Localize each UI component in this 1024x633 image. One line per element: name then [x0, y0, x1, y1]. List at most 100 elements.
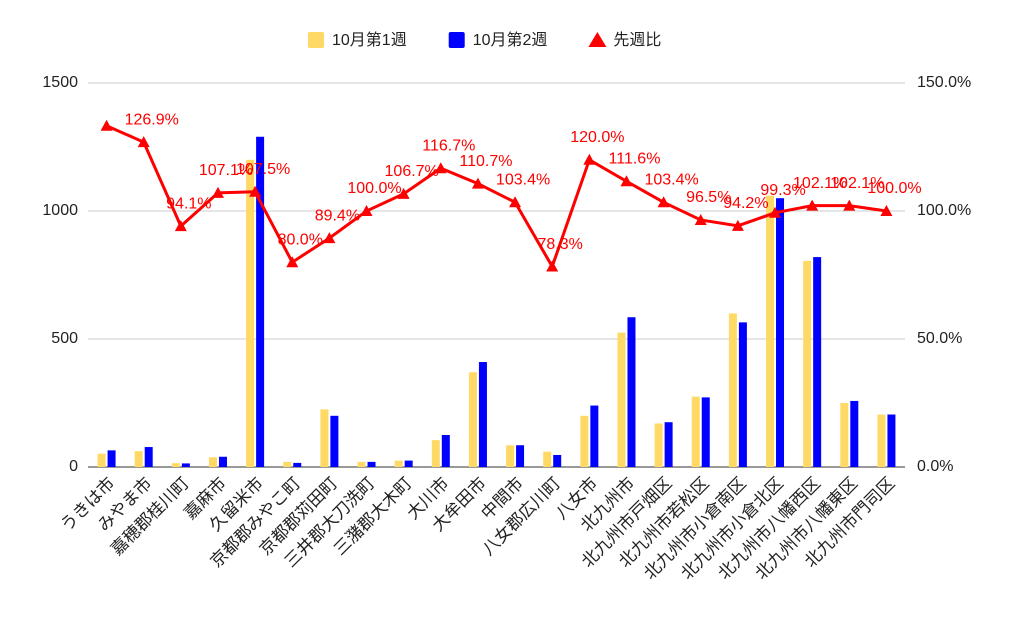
bar — [367, 461, 376, 467]
y2-tick-label: 0.0% — [917, 458, 953, 475]
bar — [330, 415, 339, 467]
line-marker — [137, 136, 150, 148]
bar — [134, 451, 143, 467]
bar — [208, 457, 217, 467]
y-tick-label: 500 — [51, 330, 78, 347]
bar — [590, 405, 599, 467]
data-label: 100.0% — [347, 180, 401, 197]
bar — [553, 454, 562, 467]
line-marker — [434, 162, 447, 174]
bar — [516, 445, 525, 467]
line-marker — [100, 119, 113, 131]
line-marker — [323, 232, 336, 244]
legend-marker — [448, 32, 465, 48]
bar — [850, 400, 859, 467]
bar — [887, 414, 896, 467]
bar — [320, 409, 329, 467]
bar — [144, 447, 153, 467]
bar — [691, 396, 700, 467]
legend-label: 先週比 — [613, 31, 661, 49]
bar — [97, 453, 106, 467]
data-label: 94.1% — [166, 195, 211, 212]
line-marker — [509, 196, 522, 208]
data-label: 80.0% — [278, 231, 323, 248]
data-label: 107.1% — [199, 162, 253, 179]
bar — [107, 450, 116, 467]
data-label: 94.2% — [723, 195, 768, 212]
bar — [181, 463, 190, 467]
bar — [256, 136, 265, 467]
bar — [404, 460, 413, 467]
data-label: 120.0% — [570, 129, 624, 146]
line-marker — [174, 220, 187, 232]
y2-tick-label: 150.0% — [917, 74, 971, 91]
line-marker — [546, 260, 559, 272]
line-marker — [843, 199, 856, 211]
bar — [664, 422, 673, 467]
bar — [580, 415, 589, 467]
bar — [728, 313, 737, 467]
data-label: 100.0% — [867, 180, 921, 197]
data-label: 89.4% — [315, 207, 360, 224]
line-marker — [694, 213, 707, 225]
data-label: 103.4% — [644, 172, 698, 189]
line — [105, 124, 887, 271]
data-label: 99.3% — [760, 182, 805, 199]
data-label: 126.9% — [125, 111, 179, 128]
bar — [803, 260, 812, 467]
bar — [283, 461, 292, 467]
data-label: 96.5% — [686, 189, 731, 206]
data-label: 102.1% — [830, 175, 884, 192]
bar — [776, 198, 785, 467]
line-marker — [397, 187, 410, 199]
line-marker — [620, 175, 633, 187]
line-marker — [249, 185, 262, 197]
y-tick-label: 1000 — [42, 202, 78, 219]
bar — [441, 435, 450, 467]
bar — [431, 440, 440, 467]
bar — [293, 462, 302, 467]
data-label: 103.4% — [496, 172, 550, 189]
line-marker — [769, 206, 782, 218]
bar — [627, 317, 636, 467]
line-marker — [211, 186, 224, 198]
data-label: 116.7% — [422, 137, 475, 154]
bar — [468, 372, 477, 467]
y2-tick-label: 100.0% — [917, 202, 971, 219]
line-marker — [657, 196, 670, 208]
bar — [738, 322, 747, 467]
line-marker — [583, 153, 596, 165]
bar — [654, 423, 663, 467]
bar — [394, 460, 403, 467]
legend-label: 10月第1週 — [332, 31, 407, 49]
bar — [701, 397, 710, 467]
bar — [246, 159, 255, 468]
bar — [617, 332, 626, 467]
line-marker — [806, 199, 819, 211]
bar — [813, 257, 822, 467]
legend-marker — [588, 32, 607, 47]
data-label: 107.5% — [236, 161, 290, 178]
line-marker — [471, 177, 484, 189]
bar — [840, 403, 849, 467]
y2-tick-label: 50.0% — [917, 330, 962, 347]
bar — [478, 362, 487, 467]
line-marker — [880, 205, 893, 216]
data-label: 78.3% — [538, 236, 583, 253]
bar — [218, 456, 227, 467]
legend-marker — [308, 32, 324, 48]
bar — [877, 414, 886, 467]
bar — [171, 463, 180, 467]
line-marker — [731, 219, 744, 231]
line-marker — [286, 256, 299, 268]
data-label: 110.7% — [459, 153, 512, 170]
data-label: 111.6% — [609, 151, 661, 168]
y-tick-label: 1500 — [42, 74, 78, 91]
data-label: 102.1% — [793, 175, 847, 192]
bar — [506, 445, 515, 467]
bar — [357, 461, 366, 467]
y-tick-label: 0 — [69, 458, 78, 475]
legend-label: 10月第2週 — [473, 31, 548, 49]
bar — [543, 451, 552, 467]
